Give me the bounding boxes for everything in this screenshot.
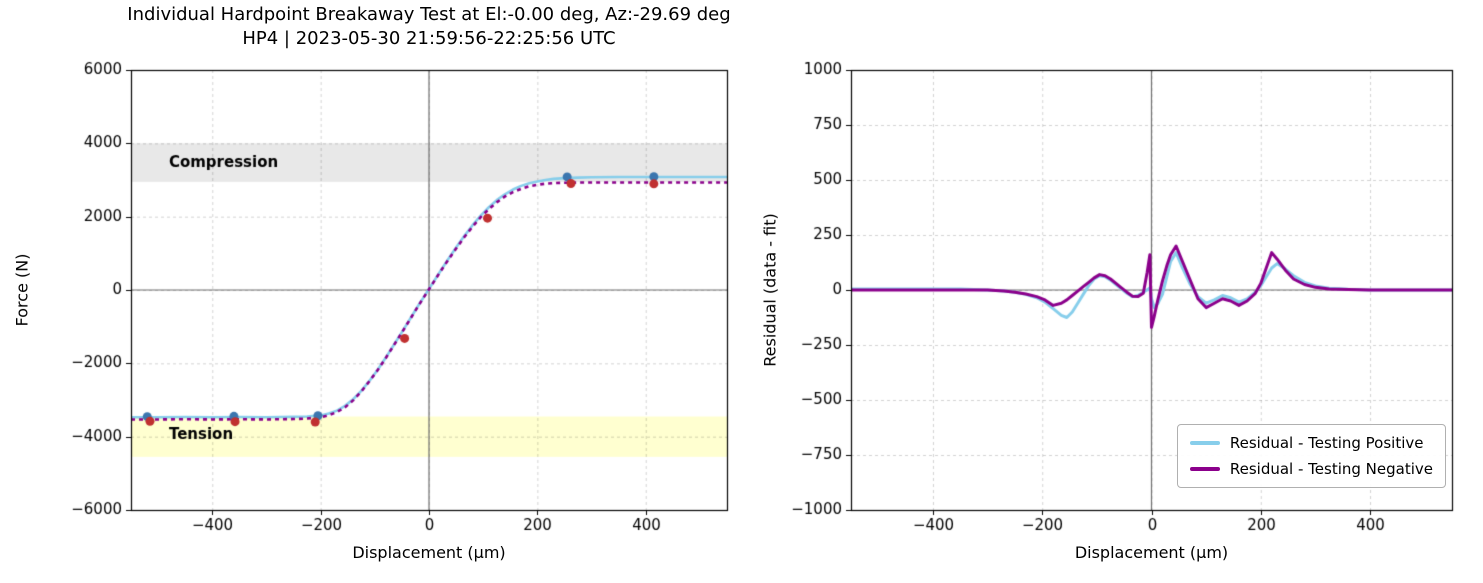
legend-label-negative: Residual - Testing Negative — [1229, 460, 1433, 478]
positive-line-swatch — [1189, 441, 1220, 445]
displacement-axis-label-left: Displacement (µm) — [352, 543, 506, 562]
legend-entry-positive: Residual - Testing Positive — [1189, 434, 1433, 452]
residual-axis-label: Residual (data - fit) — [760, 213, 780, 367]
title-line-1: Individual Hardpoint Breakaway Test at E… — [127, 4, 731, 25]
figure-title: Individual Hardpoint Breakaway Test at E… — [29, 3, 829, 51]
title-line-2: HP4 | 2023-05-30 21:59:56-22:25:56 UTC — [242, 28, 616, 49]
force-axis-label: Force (N) — [12, 253, 32, 327]
residual-plot-canvas — [740, 0, 1483, 583]
legend: Residual - Testing Positive Residual - T… — [1176, 424, 1446, 488]
legend-label-positive: Residual - Testing Positive — [1229, 434, 1424, 452]
displacement-axis-label-right: Displacement (µm) — [1074, 543, 1229, 562]
legend-entry-negative: Residual - Testing Negative — [1189, 460, 1433, 478]
negative-line-swatch — [1189, 467, 1220, 471]
force-plot-canvas — [0, 0, 740, 583]
